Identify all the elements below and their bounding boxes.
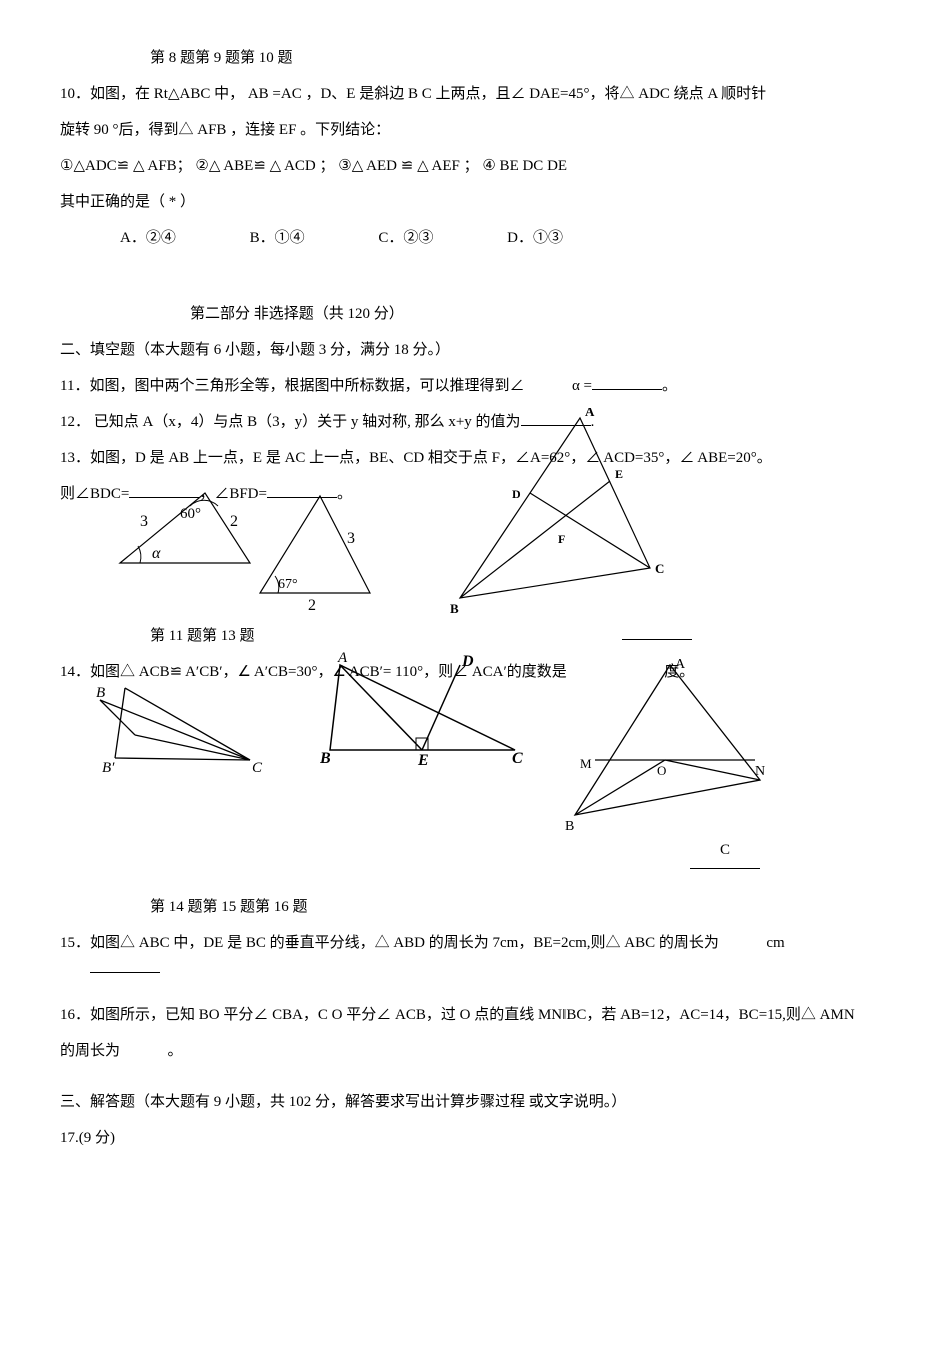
c-blank: C xyxy=(690,832,760,869)
label-M16: M xyxy=(580,756,592,771)
fig-q16: A B M O N C xyxy=(560,650,780,869)
label-O16: O xyxy=(657,763,666,778)
q16-end: 。 xyxy=(168,1043,183,1059)
fig11-label: 第 11 题第 13 题 xyxy=(60,618,890,654)
label-C: C xyxy=(655,561,664,576)
q10-line4: 其中正确的是（ * ） xyxy=(60,184,890,220)
label-B14: B xyxy=(96,685,105,701)
label-2r: 2 xyxy=(308,597,316,614)
label-A15: A xyxy=(337,650,348,666)
tri-symbol: △ xyxy=(133,158,145,174)
choice-b: B．①④ xyxy=(250,220,305,256)
label-alpha: α xyxy=(152,545,161,562)
q10-choices: A．②④ B．①④ C．②③ D．①③ xyxy=(60,220,890,256)
q11-alpha: α = xyxy=(572,378,592,394)
section3-title: 三、解答题（本大题有 9 小题，共 102 分，解答要求写出计算步骤过程 或文字… xyxy=(60,1084,890,1120)
q10-line3: ①△ADC≌ △ AFB； ②△ ABE≌ △ ACD ； ③△ AED ≌ △… xyxy=(60,148,890,184)
tri-symbol: △ xyxy=(73,158,85,174)
fig-q13: A B C D E F xyxy=(440,408,670,618)
label-D15: D xyxy=(461,653,474,670)
choice-a: A．②④ xyxy=(120,220,176,256)
q15-b: cm xyxy=(766,935,784,951)
label-C15: C xyxy=(512,750,523,767)
fig11-label-text: 第 11 题第 13 题 xyxy=(150,628,254,644)
figures-11-13: 3 2 60° α 3 2 67° A B C D E F xyxy=(60,518,890,618)
q17: 17.(9 分) xyxy=(60,1120,890,1156)
q10-l1-b: ABC 中， AB =AC ，D、E 是斜边 B C 上两点，且∠ DAE=45… xyxy=(179,86,766,102)
label-A16: A xyxy=(675,657,686,672)
fig-q11-left: 3 2 60° α xyxy=(110,478,260,588)
q11-end: 。 xyxy=(662,378,677,394)
q11: 11．如图，图中两个三角形全等，根据图中所标数据，可以推理得到∠ α = 。 xyxy=(60,368,890,404)
q15: 15．如图△ ABC 中，DE 是 BC 的垂直平分线，△ ABD 的周长为 7… xyxy=(60,925,890,961)
q10-l3-c: AFB； ②△ ABE≌ △ ACD ； ③△ AED ≌ △ AEF ； ④ … xyxy=(147,158,567,174)
q16-b: 的周长为 xyxy=(60,1043,120,1059)
q10-line1: 10．如图，在 Rt△ABC 中， AB =AC ，D、E 是斜边 B C 上两… xyxy=(60,76,890,112)
label-E: E xyxy=(615,467,623,481)
fig14-label: 第 14 题第 15 题第 16 题 xyxy=(60,889,890,925)
label-D: D xyxy=(512,487,521,501)
choice-c: C．②③ xyxy=(378,220,433,256)
label-B16: B xyxy=(565,819,574,834)
blank xyxy=(592,375,662,390)
blank xyxy=(90,958,160,973)
label-Bp14: B′ xyxy=(102,760,115,776)
label-2: 2 xyxy=(230,513,238,530)
blank-line xyxy=(622,625,692,640)
label-N16: N xyxy=(755,764,765,779)
label-67: 67° xyxy=(278,577,298,592)
q10-line2: 旋转 90 °后，得到△ AFB ，连接 EF 。下列结论： xyxy=(60,112,890,148)
label-3r: 3 xyxy=(347,530,355,547)
label-60: 60° xyxy=(180,506,201,522)
q10-l1-a: 10．如图，在 Rt xyxy=(60,86,168,102)
q15-a: 15．如图△ ABC 中，DE 是 BC 的垂直平分线，△ ABD 的周长为 7… xyxy=(60,935,719,951)
q16-line2: 的周长为 。 xyxy=(60,1033,890,1069)
section2-title: 二、填空题（本大题有 6 小题，每小题 3 分，满分 18 分。） xyxy=(60,332,890,368)
label-F: F xyxy=(558,532,565,546)
q10-l3-b: ADC≌ xyxy=(85,158,129,174)
label-C14: C xyxy=(252,760,263,776)
tri-symbol: △ xyxy=(168,86,180,102)
choice-d: D．①③ xyxy=(507,220,563,256)
label-A: A xyxy=(585,408,595,419)
fig-q15: A D B E C xyxy=(320,650,530,770)
header-fig-label: 第 8 题第 9 题第 10 题 xyxy=(60,40,890,76)
figures-14-15-16: B B′ C A D B E C A B M O N xyxy=(60,670,890,869)
q11-a: 11．如图，图中两个三角形全等，根据图中所标数据，可以推理得到∠ xyxy=(60,378,524,394)
label-B: B xyxy=(450,601,459,616)
q16-line1: 16．如图所示，已知 BO 平分∠ CBA，C O 平分∠ ACB，过 O 点的… xyxy=(60,997,890,1033)
q10-l3-a: ① xyxy=(60,158,73,174)
fig-q14: B B′ C xyxy=(90,670,270,780)
label-3: 3 xyxy=(140,513,148,530)
label-B15: B xyxy=(320,750,331,767)
part2-title: 第二部分 非选择题（共 120 分） xyxy=(60,296,890,332)
fig-q11-right: 3 2 67° xyxy=(250,488,380,618)
label-E15: E xyxy=(417,752,429,769)
